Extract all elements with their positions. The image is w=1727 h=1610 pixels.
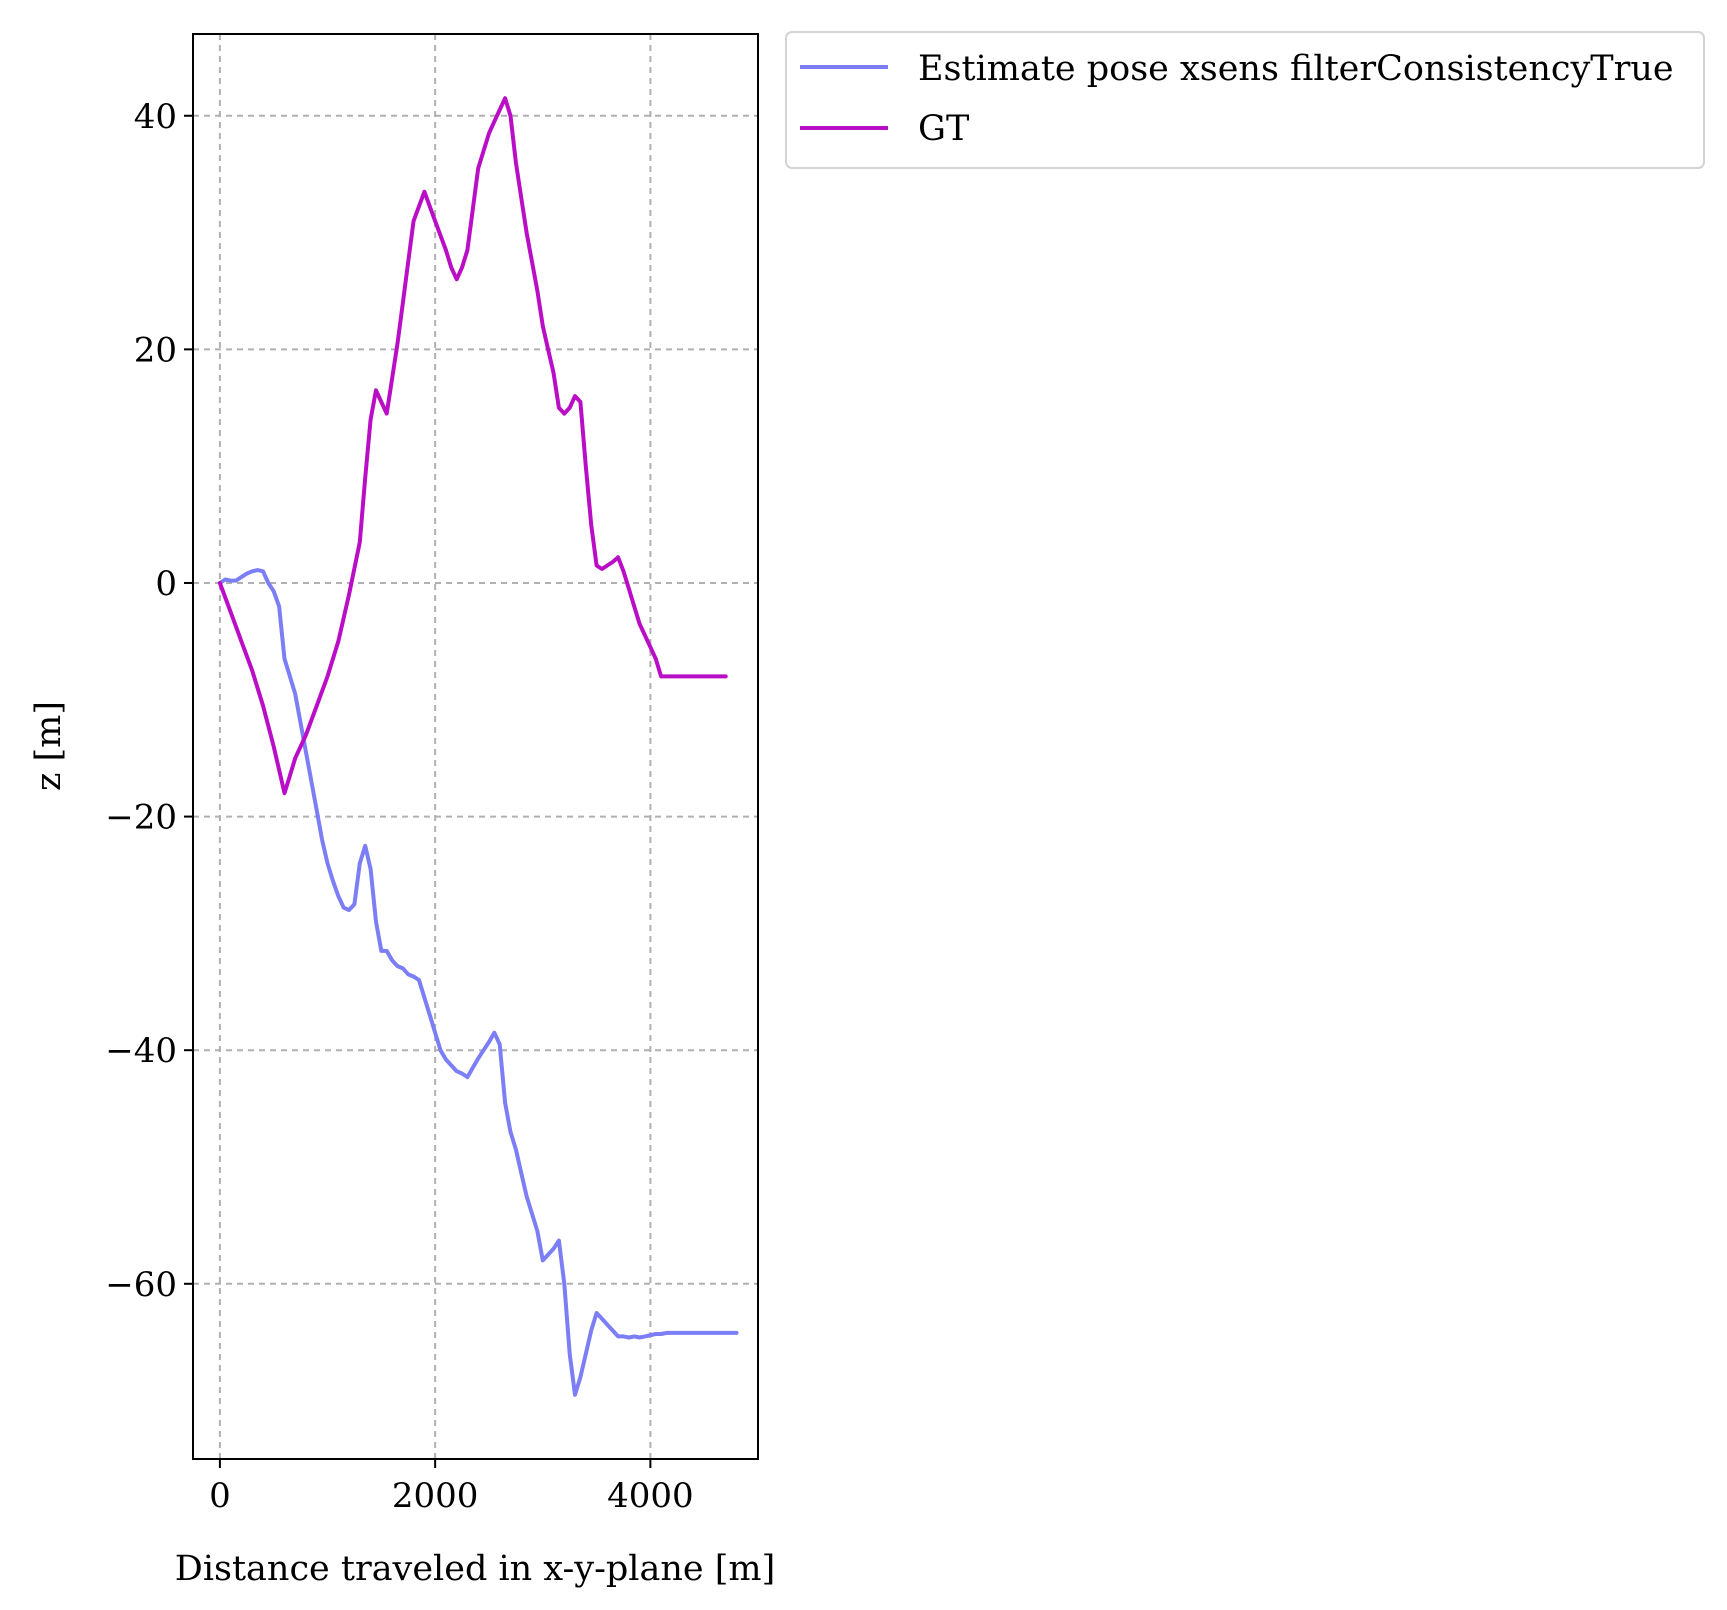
y-axis-label: z [m] [29, 701, 69, 791]
x-axis-label: Distance traveled in x-y-plane [m] [175, 1549, 775, 1589]
y-ticks: 40 20 0 −20 −40 −60 [105, 97, 193, 1305]
series-layer [217, 96, 739, 1397]
y-tick-label: 40 [134, 97, 177, 137]
plot-frame [192, 33, 759, 1460]
legend-label-estimate: Estimate pose xsens filterConsistencyTru… [918, 49, 1674, 89]
legend-box [785, 31, 1705, 169]
y-tick-label: −60 [105, 1265, 177, 1305]
y-tick-label: 0 [155, 564, 177, 604]
legend: Estimate pose xsens filterConsistencyTru… [785, 31, 1705, 169]
x-tick-label: 4000 [607, 1476, 694, 1516]
series-line-estimate [217, 568, 739, 1397]
legend-label-gt: GT [918, 109, 969, 149]
y-tick-label: 20 [134, 330, 177, 370]
x-ticks: 0 2000 4000 [209, 1459, 694, 1516]
x-tick-label: 0 [209, 1476, 231, 1516]
series-line-gt [217, 96, 728, 796]
y-tick-label: −40 [105, 1031, 177, 1071]
y-tick-label: −20 [105, 798, 177, 838]
plot-background [193, 34, 758, 1459]
x-tick-label: 2000 [392, 1476, 479, 1516]
